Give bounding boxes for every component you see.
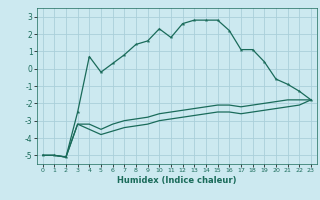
- X-axis label: Humidex (Indice chaleur): Humidex (Indice chaleur): [117, 176, 236, 185]
